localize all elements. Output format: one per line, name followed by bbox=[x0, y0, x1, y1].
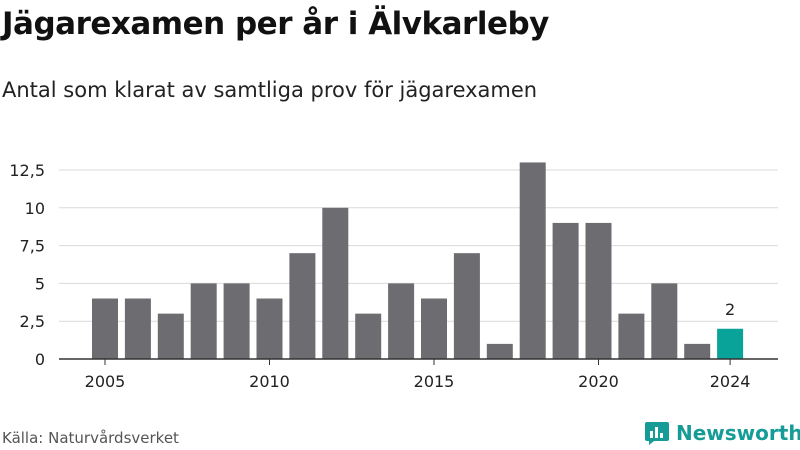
y-tick-label: 10 bbox=[25, 199, 45, 218]
data-label: 2 bbox=[725, 300, 735, 319]
bar bbox=[421, 298, 447, 359]
bar bbox=[651, 283, 678, 359]
bar bbox=[223, 283, 250, 359]
y-tick-label: 7,5 bbox=[20, 237, 45, 256]
bar bbox=[157, 313, 184, 359]
bar bbox=[124, 298, 151, 359]
bar-chart: 0 2,5 5 7,5 10 12,5 2005 2010 2015 2020 2024 2 bbox=[9, 161, 778, 391]
bar bbox=[717, 328, 744, 359]
bar bbox=[486, 343, 513, 359]
chart-subtitle: Antal som klarat av samtliga prov för jä… bbox=[2, 78, 538, 102]
bar bbox=[453, 253, 480, 359]
x-tick-label: 2024 bbox=[710, 372, 751, 391]
bar bbox=[256, 298, 283, 359]
chart-title: Jägarexamen per år i Älvkarleby bbox=[2, 6, 549, 42]
brand-logo[interactable]: Newsworthy bbox=[644, 420, 800, 446]
x-tick-label: 2020 bbox=[578, 372, 619, 391]
x-tick-label: 2010 bbox=[249, 372, 290, 391]
bar bbox=[355, 313, 382, 359]
y-tick-label: 2,5 bbox=[20, 312, 45, 331]
brand-name: Newsworthy bbox=[676, 421, 800, 445]
y-tick-label: 12,5 bbox=[9, 161, 45, 180]
bar bbox=[684, 343, 711, 359]
x-tick-label: 2005 bbox=[85, 372, 126, 391]
bar bbox=[190, 283, 217, 359]
bar bbox=[289, 253, 316, 359]
bar bbox=[92, 298, 118, 359]
newsworthy-logo-icon bbox=[645, 422, 669, 445]
y-tick-label: 5 bbox=[35, 274, 45, 293]
source-note: Källa: Naturvårdsverket bbox=[2, 429, 179, 447]
bar bbox=[388, 283, 415, 359]
bar bbox=[618, 313, 645, 359]
bar bbox=[552, 222, 579, 359]
x-tick-label: 2015 bbox=[414, 372, 455, 391]
bar bbox=[519, 162, 546, 359]
bar bbox=[322, 207, 349, 359]
y-tick-label: 0 bbox=[35, 350, 45, 369]
bar bbox=[585, 222, 612, 359]
